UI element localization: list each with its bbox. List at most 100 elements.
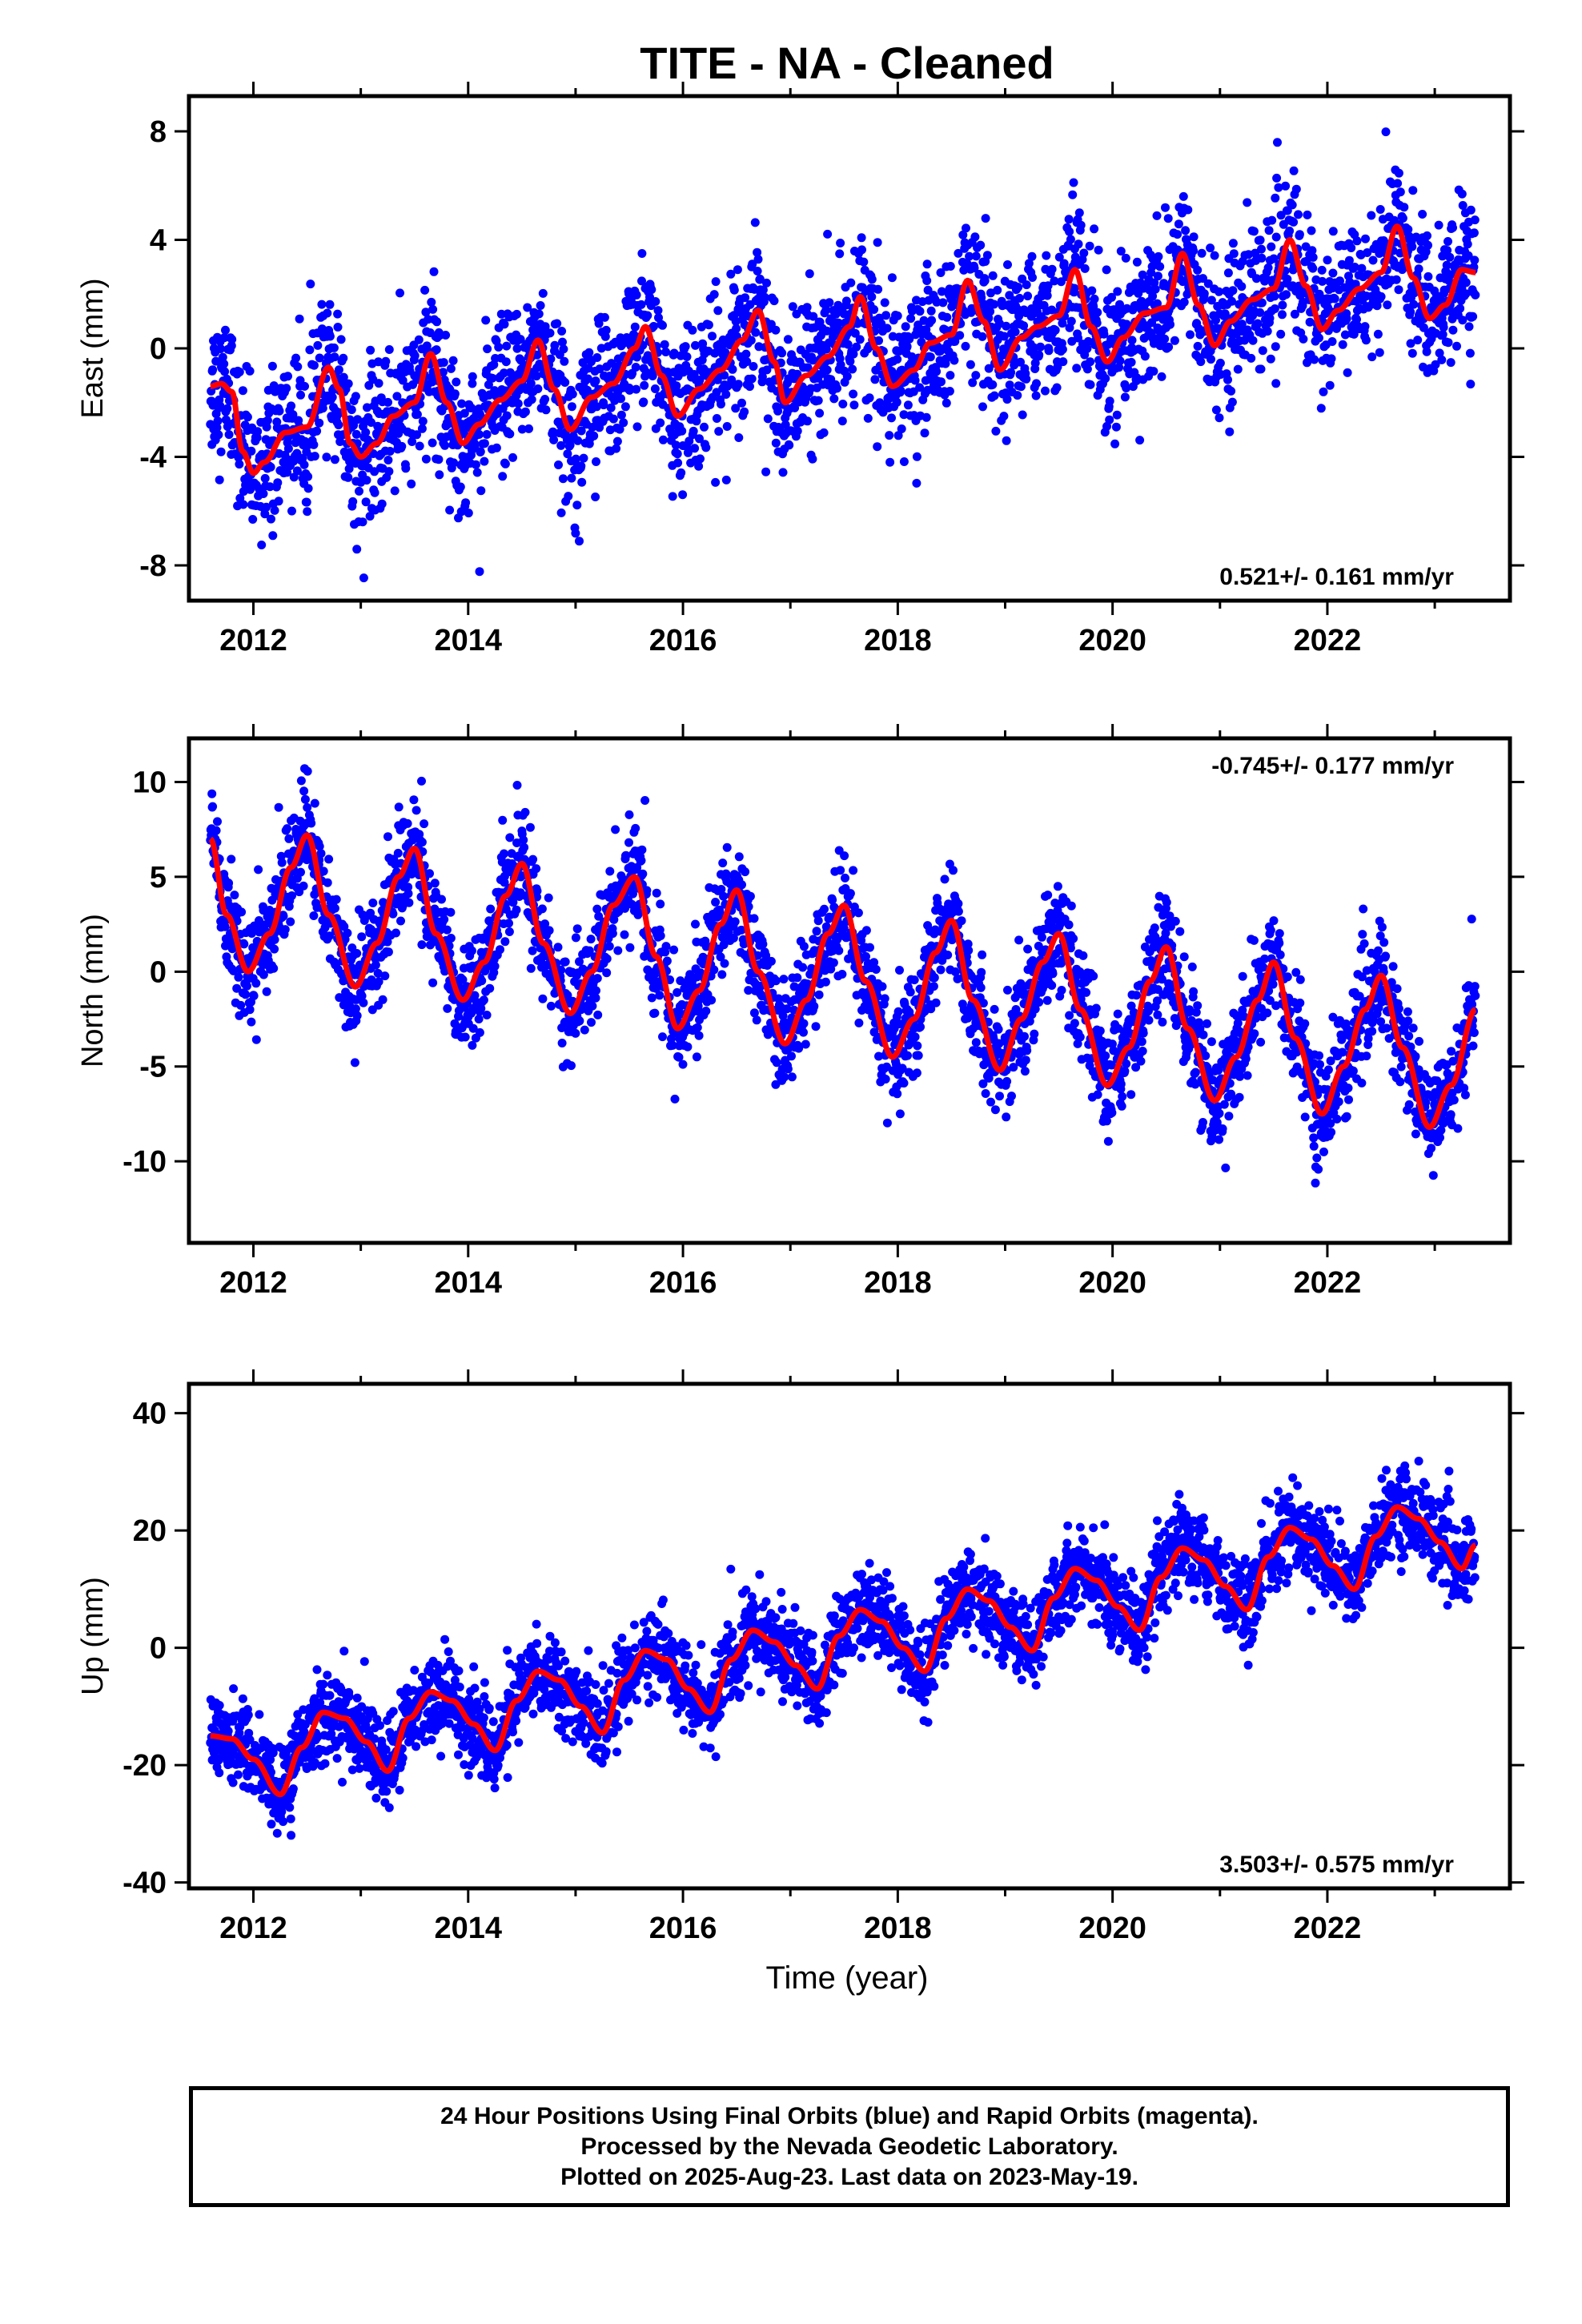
data-point	[219, 359, 229, 368]
data-point	[1435, 348, 1444, 358]
data-point	[899, 410, 909, 420]
data-point	[673, 449, 682, 459]
data-point	[719, 891, 729, 901]
data-point	[731, 404, 741, 413]
data-point	[1264, 226, 1274, 235]
data-point	[396, 288, 404, 298]
data-point	[1394, 168, 1403, 178]
data-point	[324, 854, 334, 864]
data-point	[1287, 200, 1297, 210]
data-point	[842, 372, 852, 381]
data-point	[707, 995, 717, 1005]
data-point	[937, 377, 946, 387]
data-point	[560, 378, 570, 387]
data-point	[221, 325, 230, 335]
data-point	[632, 422, 642, 432]
data-point	[1278, 300, 1287, 310]
data-point	[779, 975, 789, 984]
data-point	[452, 377, 461, 387]
data-point	[713, 375, 722, 384]
data-point	[428, 304, 438, 314]
data-point	[875, 398, 885, 408]
data-point	[1157, 372, 1166, 381]
data-point	[619, 418, 628, 428]
data-point	[1367, 211, 1376, 220]
data-point	[235, 460, 244, 469]
data-point	[421, 454, 431, 464]
data-point	[540, 395, 550, 404]
data-point	[220, 367, 230, 376]
data-point	[753, 255, 763, 264]
data-point	[479, 995, 488, 1005]
data-point	[624, 838, 633, 847]
data-point	[978, 332, 987, 341]
data-point	[1173, 230, 1182, 239]
data-point	[1439, 323, 1448, 332]
data-point	[1303, 210, 1312, 219]
data-point	[1215, 413, 1224, 423]
data-point	[1414, 264, 1423, 274]
data-point	[418, 416, 428, 426]
data-point	[567, 473, 576, 483]
data-point	[915, 383, 925, 392]
data-point	[273, 478, 283, 488]
data-point	[836, 866, 845, 875]
data-point	[492, 443, 501, 452]
data-point	[571, 529, 580, 538]
data-point	[572, 501, 582, 510]
data-point	[978, 402, 987, 412]
data-point	[1002, 395, 1012, 404]
y-tick-label: 4	[150, 224, 167, 258]
data-point	[655, 991, 665, 1000]
data-point	[1266, 354, 1275, 364]
data-point	[351, 429, 361, 439]
data-point	[440, 915, 449, 924]
velocity-rate-label: 0.521+/- 0.161 mm/yr	[1219, 564, 1454, 590]
data-point	[1085, 241, 1094, 251]
data-point	[835, 249, 845, 259]
data-point	[1237, 282, 1247, 292]
data-point	[1074, 303, 1084, 312]
data-point	[689, 426, 698, 436]
data-point	[640, 796, 650, 805]
data-point	[1445, 252, 1455, 262]
data-point	[1270, 304, 1279, 313]
data-point	[906, 314, 916, 324]
data-point	[508, 452, 517, 462]
data-point	[639, 397, 648, 407]
data-point	[282, 384, 291, 393]
data-point	[696, 454, 705, 464]
data-point	[1393, 179, 1403, 188]
data-point	[819, 428, 829, 437]
data-point	[694, 461, 704, 471]
data-point	[1101, 374, 1110, 384]
data-point	[513, 399, 523, 408]
data-point	[855, 335, 865, 344]
data-point	[887, 273, 897, 283]
data-point	[267, 514, 275, 524]
data-point	[576, 426, 586, 436]
data-point	[1227, 296, 1236, 306]
data-point	[575, 537, 584, 546]
data-point	[414, 335, 424, 344]
data-point	[683, 448, 693, 457]
data-point	[533, 384, 543, 393]
data-point	[737, 880, 746, 890]
data-point	[498, 815, 508, 825]
data-point	[523, 303, 532, 312]
data-point	[721, 869, 731, 879]
data-point	[1469, 228, 1479, 238]
data-point	[993, 285, 1002, 295]
data-point	[1383, 300, 1392, 310]
data-point	[237, 907, 247, 917]
data-point	[921, 412, 931, 422]
data-point	[283, 372, 292, 381]
data-point	[316, 849, 326, 858]
data-point	[991, 426, 1001, 436]
data-point	[583, 374, 592, 384]
data-point	[1470, 215, 1480, 225]
data-point	[763, 414, 773, 424]
data-point	[434, 455, 444, 464]
data-point	[901, 322, 910, 332]
data-point	[1448, 223, 1457, 232]
